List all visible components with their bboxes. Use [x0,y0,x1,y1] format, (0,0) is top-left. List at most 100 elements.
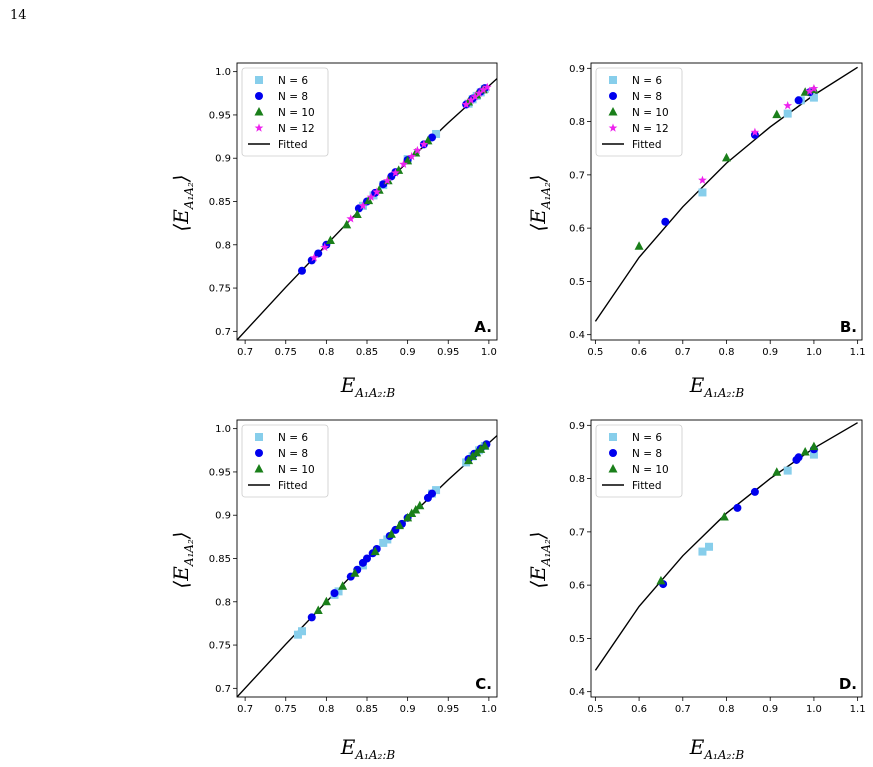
data-point [705,542,714,551]
data-point [482,82,492,91]
x-tick-label: 0.5 [587,704,603,715]
x-axis-label-sub: A₁A₂:B [703,748,744,762]
legend-entry: Fitted [632,139,662,151]
legend-entry: Fitted [278,480,308,492]
series-n10 [656,441,819,585]
data-point [750,127,760,136]
data-point [383,535,392,544]
data-point [363,554,371,563]
data-point [698,175,707,184]
data-point [432,129,441,138]
data-point [698,188,707,197]
legend-entry: N = 6 [632,75,662,87]
x-tick-label: 0.9 [400,347,416,358]
data-point [370,546,380,556]
y-tick-label: 0.7 [215,327,231,338]
data-point [480,440,490,450]
series-n6 [698,93,818,197]
x-tick-label: 0.7 [675,704,691,715]
x-tick-label: 1.1 [850,347,866,358]
data-point [634,241,644,250]
data-point [342,219,352,229]
panel-label: D. [839,675,857,693]
legend-marker [255,449,263,457]
y-axis-label: ⟨EA₁A₂⟩ [526,174,553,231]
data-point [805,86,814,95]
y-axis-label-close: ⟩ [526,531,550,540]
data-point [391,168,400,177]
x-tick-label: 0.85 [356,704,378,715]
y-tick-label: 1.0 [215,424,231,435]
x-axis-label: EA₁A₂:B [340,735,396,762]
y-tick-label: 1.0 [215,67,231,78]
data-point [461,99,471,109]
data-point [719,511,729,521]
y-axis-label-main: E [169,209,193,225]
legend-marker [254,123,264,132]
legend-marker [609,76,617,84]
y-tick-label: 0.9 [569,421,585,432]
data-point [338,581,348,590]
data-point [722,152,731,162]
data-point [423,135,433,145]
data-point [298,266,306,275]
data-point [364,195,374,205]
y-axis-label-open: ⟨ [169,224,193,232]
data-point [772,467,782,476]
legend-entry: Fitted [632,480,662,492]
y-axis-label: ⟨EA₁A₂⟩ [526,531,553,588]
legend-entry: N = 6 [278,75,308,87]
y-axis-label-sub: A₁A₂ [539,182,553,210]
x-tick-label: 1.0 [806,704,822,715]
y-tick-label: 0.7 [215,684,231,695]
y-axis-label: ⟨EA₁A₂⟩ [169,531,196,588]
data-point [403,512,413,522]
legend-entry: N = 10 [632,107,669,119]
legend-marker [255,76,263,84]
data-point [293,630,302,639]
x-tick-label: 0.85 [356,347,378,358]
data-point [466,95,476,104]
x-tick-label: 0.7 [675,347,691,358]
chart-panel-d: 0.5 0.6 0.7 0.8 0.9 1.0 1.10.40.50.60.70.80.9D… [526,419,866,762]
x-tick-label: 1.1 [850,704,866,715]
y-tick-label: 0.9 [215,154,231,165]
y-tick-label: 0.7 [569,170,585,181]
x-tick-label: 0.95 [437,347,459,358]
data-point [428,133,436,142]
data-point [783,101,793,110]
data-point [464,455,474,465]
y-tick-label: 0.8 [215,597,231,608]
data-point [366,192,376,201]
legend-box [595,67,683,157]
data-point [309,253,319,262]
x-axis-label-main: E [689,735,705,759]
y-axis-label-main: E [526,209,550,225]
y-tick-label: 0.95 [209,467,231,478]
y-axis-label-main: E [169,566,193,582]
legend-marker [255,92,263,100]
series-n6 [698,450,818,556]
x-axis-label: EA₁A₂:B [689,373,745,400]
y-axis-label-open: ⟨ [526,581,550,589]
data-point [750,130,759,139]
y-axis-label-close: ⟩ [169,531,193,540]
data-point [358,201,368,210]
panel-label: A. [474,318,492,336]
data-point [794,96,803,105]
y-tick-label: 0.6 [569,581,585,592]
data-point [794,453,803,462]
legend-entry: N = 10 [278,107,315,119]
x-axis-label-sub: A₁A₂:B [354,748,395,762]
data-point [800,446,810,456]
x-axis-label-sub: A₁A₂:B [354,386,395,400]
data-point [809,450,818,459]
y-tick-label: 0.85 [209,554,231,565]
series-n8 [307,440,491,622]
legend-entry: N = 12 [632,123,669,135]
data-point [809,83,819,93]
chart-panel-a: 0.7 0.75 0.8 0.85 0.9 0.95 1.0 0.7 0.75 0.8 0.85 0.… [169,62,498,400]
legend-entry: N = 6 [632,432,662,444]
legend-marker [608,123,618,132]
